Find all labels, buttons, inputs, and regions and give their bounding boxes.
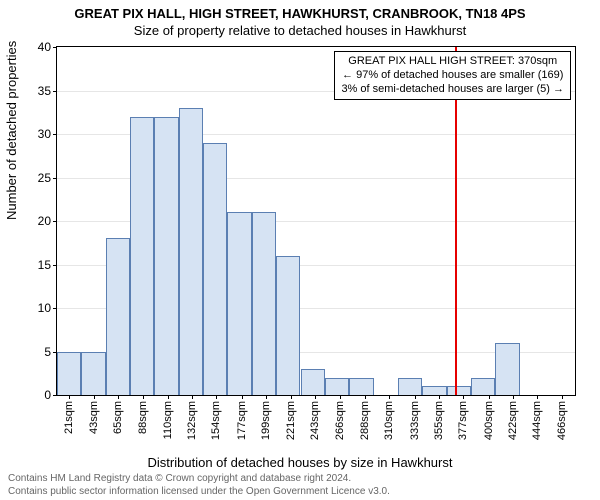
x-tick-label: 444sqm <box>531 401 543 440</box>
y-tick <box>53 47 57 48</box>
histogram-bar <box>495 343 519 395</box>
y-tick-label: 40 <box>38 40 51 54</box>
chart-supertitle: GREAT PIX HALL, HIGH STREET, HAWKHURST, … <box>0 0 600 21</box>
y-tick-label: 5 <box>44 345 51 359</box>
footer-line-2: Contains public sector information licen… <box>8 486 390 499</box>
x-tick-label: 243sqm <box>309 401 321 440</box>
y-axis-label: Number of detached properties <box>4 41 19 220</box>
x-tick <box>291 395 292 399</box>
x-tick-label: 266sqm <box>334 401 346 440</box>
x-tick-label: 355sqm <box>433 401 445 440</box>
histogram-bar <box>203 143 227 395</box>
x-tick <box>562 395 563 399</box>
y-tick <box>53 395 57 396</box>
histogram-bar <box>57 352 81 396</box>
x-tick-label: 310sqm <box>383 401 395 440</box>
x-tick <box>266 395 267 399</box>
y-tick <box>53 265 57 266</box>
x-tick <box>192 395 193 399</box>
x-tick-label: 422sqm <box>507 401 519 440</box>
x-tick <box>69 395 70 399</box>
x-tick <box>340 395 341 399</box>
y-tick-label: 30 <box>38 127 51 141</box>
histogram-bar <box>471 378 495 395</box>
x-tick <box>537 395 538 399</box>
histogram-bar <box>349 378 373 395</box>
x-tick <box>365 395 366 399</box>
footer-attribution: Contains HM Land Registry data © Crown c… <box>8 473 390 498</box>
histogram-bar <box>227 212 251 395</box>
x-tick-label: 88sqm <box>137 401 149 434</box>
y-tick-label: 10 <box>38 301 51 315</box>
histogram-bar <box>252 212 276 395</box>
x-axis-label: Distribution of detached houses by size … <box>0 455 600 470</box>
x-tick <box>143 395 144 399</box>
x-tick <box>439 395 440 399</box>
x-tick-label: 21sqm <box>63 401 75 434</box>
x-tick-label: 154sqm <box>210 401 222 440</box>
y-tick-label: 15 <box>38 258 51 272</box>
histogram-bar <box>301 369 325 395</box>
histogram-bar <box>154 117 178 395</box>
annotation-line-1: GREAT PIX HALL HIGH STREET: 370sqm <box>341 55 564 69</box>
histogram-bar <box>106 238 130 395</box>
y-tick <box>53 134 57 135</box>
footer-line-1: Contains HM Land Registry data © Crown c… <box>8 473 390 486</box>
x-tick-label: 199sqm <box>260 401 272 440</box>
x-tick-label: 377sqm <box>457 401 469 440</box>
histogram-bar <box>447 386 471 395</box>
annotation-line-2: ← 97% of detached houses are smaller (16… <box>341 69 564 83</box>
plot-area: GREAT PIX HALL HIGH STREET: 370sqm ← 97%… <box>56 46 576 396</box>
y-tick <box>53 91 57 92</box>
histogram-bar <box>398 378 422 395</box>
x-tick-label: 333sqm <box>409 401 421 440</box>
histogram-bar <box>81 352 105 396</box>
x-tick-label: 288sqm <box>359 401 371 440</box>
x-tick-label: 43sqm <box>88 401 100 434</box>
histogram-bar <box>179 108 203 395</box>
y-tick <box>53 308 57 309</box>
x-tick <box>315 395 316 399</box>
histogram-bar <box>276 256 300 395</box>
histogram-bar <box>325 378 349 395</box>
x-tick <box>513 395 514 399</box>
x-tick <box>415 395 416 399</box>
y-tick-label: 0 <box>44 388 51 402</box>
annotation-line-3: 3% of semi-detached houses are larger (5… <box>341 83 564 97</box>
chart-annotation-box: GREAT PIX HALL HIGH STREET: 370sqm ← 97%… <box>334 51 571 100</box>
x-tick <box>389 395 390 399</box>
histogram-bar <box>130 117 154 395</box>
y-tick-label: 25 <box>38 171 51 185</box>
y-tick-label: 20 <box>38 214 51 228</box>
x-tick <box>216 395 217 399</box>
x-tick-label: 65sqm <box>112 401 124 434</box>
x-tick <box>489 395 490 399</box>
x-tick-label: 400sqm <box>483 401 495 440</box>
x-tick-label: 177sqm <box>236 401 248 440</box>
chart-title: Size of property relative to detached ho… <box>0 21 600 38</box>
x-tick <box>94 395 95 399</box>
histogram-bar <box>422 386 446 395</box>
y-tick-label: 35 <box>38 84 51 98</box>
x-tick-label: 221sqm <box>285 401 297 440</box>
x-tick-label: 110sqm <box>162 401 174 439</box>
x-tick <box>118 395 119 399</box>
x-tick-label: 466sqm <box>556 401 568 440</box>
x-tick <box>168 395 169 399</box>
y-tick <box>53 221 57 222</box>
x-tick <box>463 395 464 399</box>
x-tick <box>242 395 243 399</box>
x-tick-label: 132sqm <box>186 401 198 440</box>
y-tick <box>53 178 57 179</box>
